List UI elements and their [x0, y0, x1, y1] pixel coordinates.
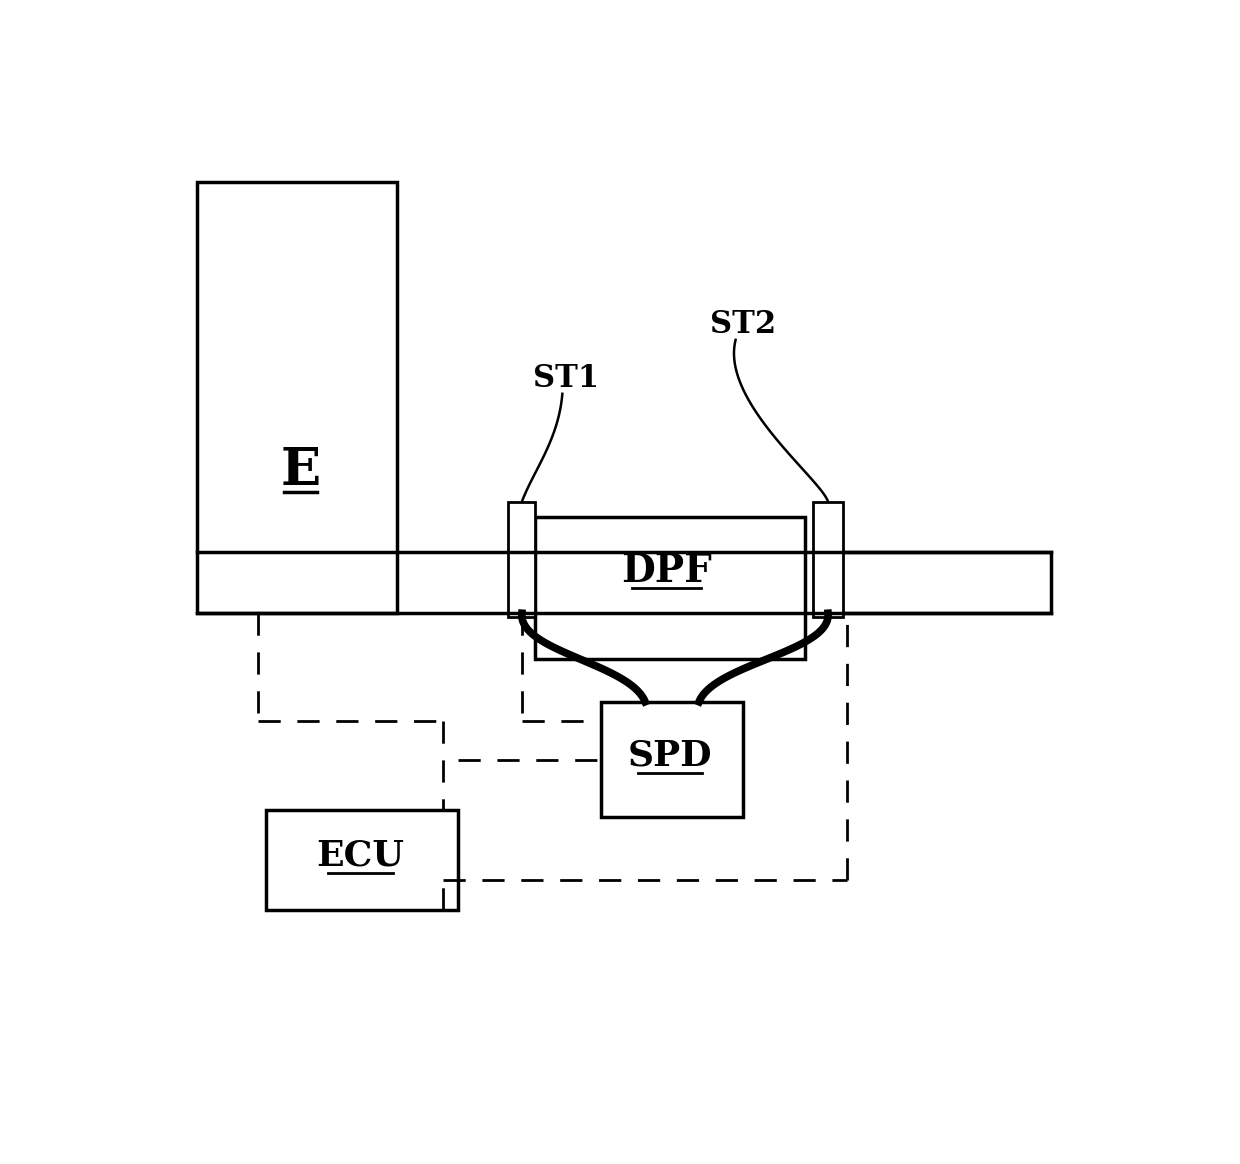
Bar — [197, 182, 397, 613]
Bar — [812, 502, 843, 617]
Text: DPF: DPF — [621, 552, 712, 590]
Bar — [536, 517, 805, 660]
Text: SPD: SPD — [627, 739, 713, 773]
Text: E: E — [280, 446, 321, 496]
Bar — [508, 502, 536, 617]
Bar — [265, 810, 459, 910]
Text: ECU: ECU — [316, 839, 404, 873]
Text: ST2: ST2 — [711, 308, 776, 340]
Bar — [601, 702, 743, 817]
Text: ST1: ST1 — [533, 363, 599, 393]
Bar — [828, 552, 1052, 613]
